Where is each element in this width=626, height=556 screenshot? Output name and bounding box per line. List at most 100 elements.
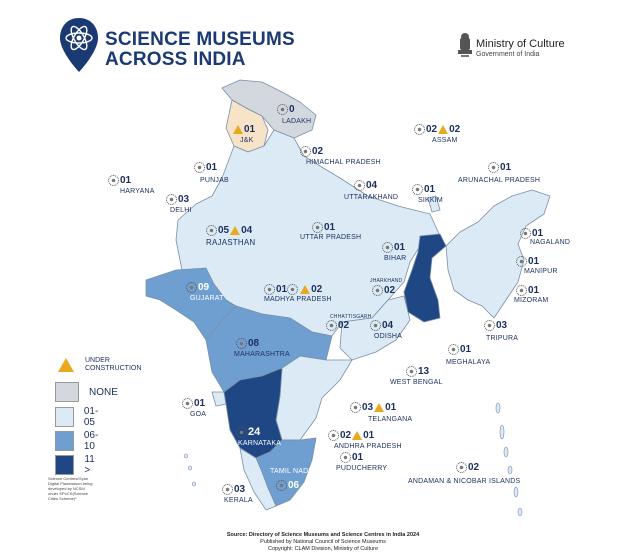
- legend-label-none: NONE: [89, 386, 118, 398]
- title-line-1: SCIENCE MUSEUMS: [105, 29, 295, 50]
- under-construction-icon: [55, 356, 77, 374]
- bihar-count: 01: [382, 242, 405, 253]
- island: [188, 465, 192, 471]
- jharkhand-label: JHARKHAND: [370, 278, 403, 284]
- andaman-label: ANDAMAN & NICOBAR ISLANDS: [408, 478, 521, 485]
- jharkhand-count: 02: [372, 285, 395, 296]
- region-sikkim: [427, 195, 441, 213]
- museum-icon: [382, 242, 393, 253]
- under-construction-icon: [438, 125, 449, 134]
- uttarakhand-count: 04: [354, 180, 377, 191]
- delhi-count: 03: [166, 194, 189, 205]
- arunachal-label: ARUNACHAL PRADESH: [458, 177, 541, 184]
- rajasthan-label: RAJASTHAN: [206, 238, 256, 247]
- museum-icon: [276, 480, 287, 491]
- legend-swatch-01-05: [55, 407, 74, 427]
- chhattisgarh-count: 02: [326, 320, 349, 331]
- legend-row-none: NONE: [55, 382, 118, 402]
- legend-swatch-06-10: [55, 431, 74, 451]
- museum-icon: [488, 162, 499, 173]
- mizoram-count: 01: [516, 285, 539, 296]
- madhya-pradesh-count: 01 02: [264, 284, 322, 295]
- island: [495, 402, 501, 414]
- ministry-label: Ministry of Culture Government of India: [476, 38, 565, 58]
- bihar-label: BIHAR: [384, 255, 407, 262]
- legend-label-06-10: 06-10: [83, 430, 99, 452]
- puducherry-count: 01: [340, 452, 363, 463]
- museum-icon: [412, 184, 423, 195]
- jk-label: J&K: [240, 137, 254, 144]
- mizoram-label: MIZORAM: [514, 297, 549, 304]
- museum-icon: [236, 426, 247, 438]
- delhi-label: DELHI: [170, 207, 192, 214]
- museum-icon: [312, 222, 323, 233]
- museum-icon: [326, 320, 337, 331]
- west-bengal-label: WEST BENGAL: [390, 379, 443, 386]
- ministry-sub: Government of India: [476, 51, 540, 58]
- goa-label: GOA: [190, 411, 207, 418]
- sikkim-label: SIKKIM: [418, 197, 443, 204]
- goa-count: 01: [182, 398, 205, 409]
- maharashtra-count: 08: [236, 338, 259, 349]
- himachal-count: 02: [300, 146, 323, 157]
- museum-icon: [350, 402, 361, 413]
- island: [513, 486, 519, 498]
- museum-icon: [516, 285, 527, 296]
- chhattisgarh-label: CHHATTISGARH: [330, 314, 372, 320]
- telangana-count: 03 01: [350, 402, 396, 413]
- source-note: Source: Directory of Science Museums and…: [208, 532, 438, 553]
- legend-row-01-05: 01-05: [55, 406, 103, 428]
- ladakh-count: 0: [277, 104, 295, 115]
- source-line-1: Source: Directory of Science Museums and…: [226, 532, 420, 538]
- assam-count: 02 02: [414, 124, 460, 135]
- uttar-pradesh-count: 01: [312, 222, 335, 233]
- manipur-count: 01: [516, 256, 539, 267]
- museum-icon: [414, 124, 425, 135]
- museum-icon: [520, 228, 531, 239]
- museum-icon: [456, 462, 467, 473]
- karnataka-count: 24: [236, 426, 260, 438]
- kerala-count: 03: [222, 484, 245, 495]
- under-construction-icon: [233, 124, 243, 134]
- arunachal-count: 01: [488, 162, 511, 173]
- museum-icon: [264, 284, 275, 295]
- nagaland-count: 01: [520, 228, 543, 239]
- tripura-label: TRIPURA: [486, 335, 519, 342]
- museum-icon: [206, 225, 217, 236]
- page-title: SCIENCE MUSEUMS ACROSS INDIA: [105, 30, 295, 70]
- uttar-pradesh-label: UTTAR PRADESH: [300, 234, 362, 241]
- museum-icon: [448, 344, 459, 355]
- telangana-label: TELANGANA: [368, 416, 413, 423]
- manipur-label: MANIPUR: [524, 268, 558, 275]
- andhra-pradesh-count: 02 01: [328, 430, 374, 441]
- jk-count: 01: [232, 124, 255, 135]
- museum-icon: [300, 146, 311, 157]
- haryana-label: HARYANA: [120, 188, 155, 195]
- haryana-count: 01: [108, 175, 131, 186]
- museum-icon: [182, 398, 193, 409]
- museum-icon: [236, 338, 247, 349]
- museum-icon: [186, 282, 197, 293]
- uttarakhand-label: UTTARAKHAND: [344, 194, 399, 201]
- odisha-label: ODISHA: [374, 333, 403, 340]
- west-bengal-count: 13: [406, 366, 429, 377]
- museum-icon: [222, 484, 233, 495]
- legend-row-11: 11 >: [55, 454, 99, 476]
- island: [192, 481, 196, 487]
- rajasthan-count: 05 04: [206, 225, 252, 236]
- gujarat-label: GUJARAT: [190, 295, 224, 302]
- region-goa: [211, 391, 227, 407]
- museum-icon: [372, 285, 383, 296]
- legend-label-01-05: 01-05: [83, 406, 99, 428]
- punjab-count: 01: [194, 162, 217, 173]
- island: [503, 446, 509, 458]
- legend-label-under-construction: UNDER CONSTRUCTION: [85, 357, 142, 372]
- title-line-2: ACROSS INDIA: [105, 49, 246, 70]
- maharashtra-label: MAHARASHTRA: [234, 351, 290, 358]
- ladakh-label: LADAKH: [282, 118, 312, 125]
- museum-icon: [484, 320, 495, 331]
- nagaland-label: NAGALAND: [530, 239, 571, 246]
- legend-row-under-construction: UNDER CONSTRUCTION: [55, 356, 145, 374]
- museum-icon: [354, 180, 365, 191]
